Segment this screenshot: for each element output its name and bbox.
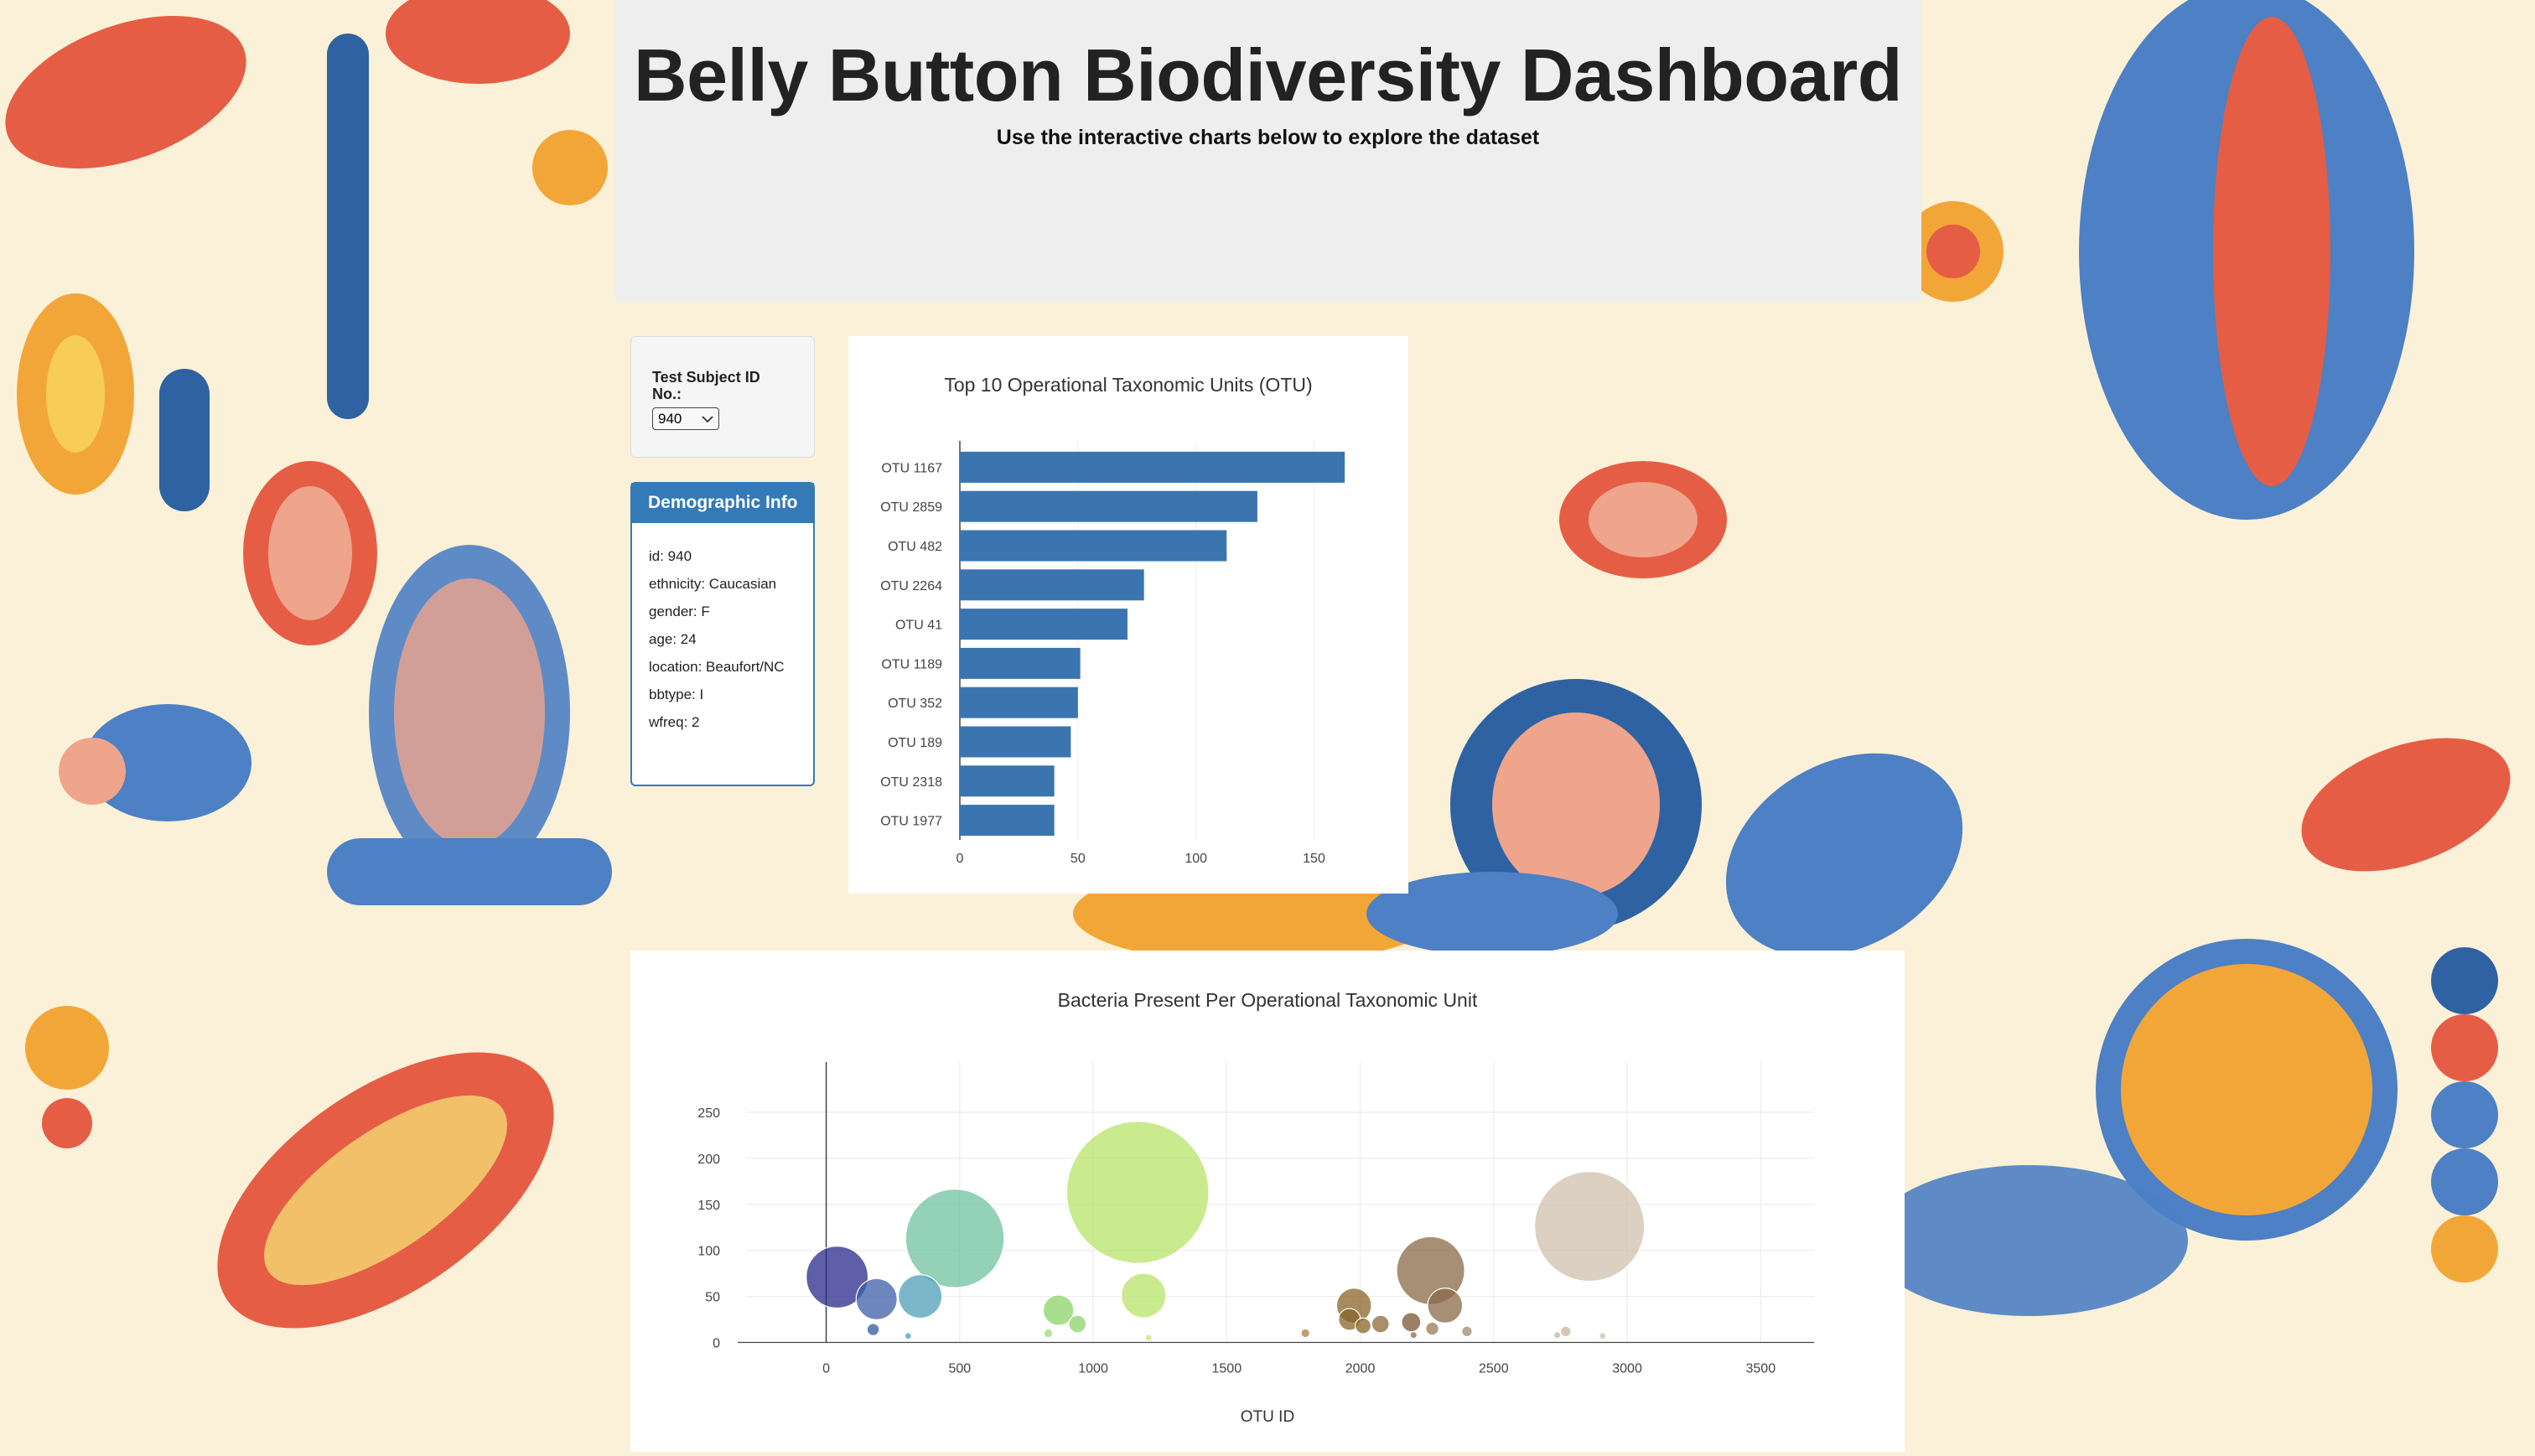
bubble-otu-2270[interactable]: [1425, 1321, 1439, 1336]
subject-id-dropdown[interactable]: 940: [652, 407, 719, 430]
page-title: Belly Button Biodiversity Dashboard: [634, 34, 1902, 117]
bubble-y-tick-label: 150: [697, 1199, 720, 1213]
bubble-otu-307[interactable]: [904, 1332, 912, 1340]
bubble-y-tick-label: 0: [713, 1337, 720, 1351]
bubble-otu-1795[interactable]: [1300, 1328, 1311, 1339]
bar-otu-1189[interactable]: [960, 647, 1081, 679]
bar-y-tick-label: OTU 189: [888, 736, 942, 750]
page-subtitle: Use the interactive charts below to expl…: [996, 126, 1540, 149]
subject-selector-panel: Test Subject ID No.: 940: [630, 336, 815, 458]
bar-x-tick-label: 150: [1303, 852, 1325, 866]
bubble-otu-2738[interactable]: [1553, 1330, 1562, 1339]
bar-y-tick-label: OTU 1977: [880, 815, 942, 829]
bar-y-tick-label: OTU 2318: [880, 775, 942, 790]
demo-row-wfreq: wfreq: 2: [649, 714, 700, 730]
demographic-info-panel: Demographic Info id: 940 ethnicity: Cauc…: [630, 482, 815, 786]
bubble-chart-title: Bacteria Present Per Operational Taxonom…: [1058, 989, 1478, 1011]
demo-row-ethnicity: ethnicity: Caucasian: [649, 576, 777, 592]
top10-otu-bar-chart-panel: Top 10 Operational Taxonomic Units (OTU)…: [848, 336, 1408, 894]
subject-id-label: Test Subject ID No.:: [652, 369, 760, 402]
bar-otu-352[interactable]: [960, 687, 1078, 718]
bubble-otu-352[interactable]: [898, 1273, 943, 1319]
bubble-x-tick-label: 1500: [1212, 1362, 1242, 1376]
demographic-info-heading: Demographic Info: [631, 483, 814, 523]
bubble-otu-1189[interactable]: [1121, 1272, 1167, 1319]
bubble-y-tick-label: 100: [697, 1245, 720, 1259]
demo-row-age: age: 24: [649, 631, 697, 647]
bubble-otu-1167[interactable]: [1065, 1121, 1210, 1264]
bubble-x-tick-label: 500: [948, 1362, 971, 1376]
subject-id-value: 940: [658, 410, 682, 427]
header-jumbotron: Belly Button Biodiversity Dashboard Use …: [614, 0, 1921, 302]
bar-otu-189[interactable]: [960, 726, 1071, 758]
demo-row-id: id: 940: [649, 548, 692, 564]
demographic-info-body: id: 940 ethnicity: Caucasian gender: F a…: [632, 523, 813, 730]
bubble-otu-1208[interactable]: [1144, 1334, 1153, 1342]
bubble-otu-176[interactable]: [866, 1323, 880, 1337]
bubble-x-axis-label: OTU ID: [1241, 1408, 1294, 1426]
bubble-otu-2908[interactable]: [1599, 1332, 1607, 1340]
bar-otu-2859[interactable]: [960, 490, 1257, 522]
bubble-x-tick-label: 0: [822, 1362, 830, 1376]
bar-y-tick-label: OTU 1167: [881, 461, 942, 475]
bar-x-tick-label: 0: [956, 852, 964, 866]
chevron-down-icon: [702, 415, 713, 422]
bar-y-tick-label: OTU 352: [888, 697, 942, 711]
bubble-otu-2318[interactable]: [1427, 1288, 1464, 1324]
bar-y-tick-label: OTU 1189: [881, 657, 942, 671]
bar-otu-1167[interactable]: [960, 451, 1345, 483]
otu-bubble-chart: Bacteria Present Per Operational Taxonom…: [697, 989, 1814, 1426]
bubble-otu-870[interactable]: [1042, 1294, 1075, 1326]
bubble-otu-832[interactable]: [1043, 1328, 1054, 1339]
bar-otu-2318[interactable]: [960, 765, 1055, 797]
bar-otu-1977[interactable]: [960, 805, 1055, 837]
bubble-otu-2191[interactable]: [1401, 1312, 1422, 1333]
bubble-otu-189[interactable]: [855, 1277, 898, 1320]
bubble-y-tick-label: 250: [697, 1106, 720, 1121]
bubble-y-tick-label: 50: [705, 1291, 720, 1305]
bubble-chart-panel: Bacteria Present Per Operational Taxonom…: [630, 951, 1905, 1452]
bubble-otu-2770[interactable]: [1559, 1325, 1572, 1338]
bubble-otu-2076[interactable]: [1371, 1314, 1390, 1334]
bubble-x-tick-label: 2000: [1345, 1362, 1376, 1376]
bubble-otu-482[interactable]: [905, 1189, 1005, 1288]
bubble-otu-2859[interactable]: [1534, 1170, 1646, 1282]
demo-row-gender: gender: F: [649, 604, 710, 619]
bar-y-tick-label: OTU 2859: [880, 500, 942, 515]
bubble-otu-2200[interactable]: [1409, 1330, 1418, 1339]
top10-otu-bar-chart: Top 10 Operational Taxonomic Units (OTU)…: [880, 374, 1345, 866]
bubble-x-tick-label: 3500: [1746, 1362, 1776, 1376]
bubble-otu-941[interactable]: [1068, 1314, 1087, 1334]
bar-x-tick-label: 100: [1185, 852, 1207, 866]
bubble-otu-2011[interactable]: [1355, 1317, 1372, 1334]
bar-otu-482[interactable]: [960, 530, 1227, 562]
bubble-x-tick-label: 1000: [1078, 1362, 1108, 1376]
bubble-x-tick-label: 2500: [1479, 1362, 1509, 1376]
demo-row-location: location: Beaufort/NC: [649, 659, 785, 675]
bar-otu-41[interactable]: [960, 609, 1128, 640]
bar-y-tick-label: OTU 2264: [880, 579, 942, 593]
bar-y-tick-label: OTU 482: [888, 540, 942, 554]
bar-chart-title: Top 10 Operational Taxonomic Units (OTU): [944, 374, 1312, 396]
bar-otu-2264[interactable]: [960, 569, 1144, 601]
bubble-x-tick-label: 3000: [1612, 1362, 1642, 1376]
demo-row-bbtype: bbtype: I: [649, 687, 704, 702]
bubble-otu-2400[interactable]: [1461, 1325, 1473, 1338]
bar-y-tick-label: OTU 41: [895, 619, 942, 633]
bubble-otu-41[interactable]: [806, 1246, 869, 1309]
bubble-y-tick-label: 200: [697, 1153, 720, 1167]
bar-x-tick-label: 50: [1071, 852, 1086, 866]
